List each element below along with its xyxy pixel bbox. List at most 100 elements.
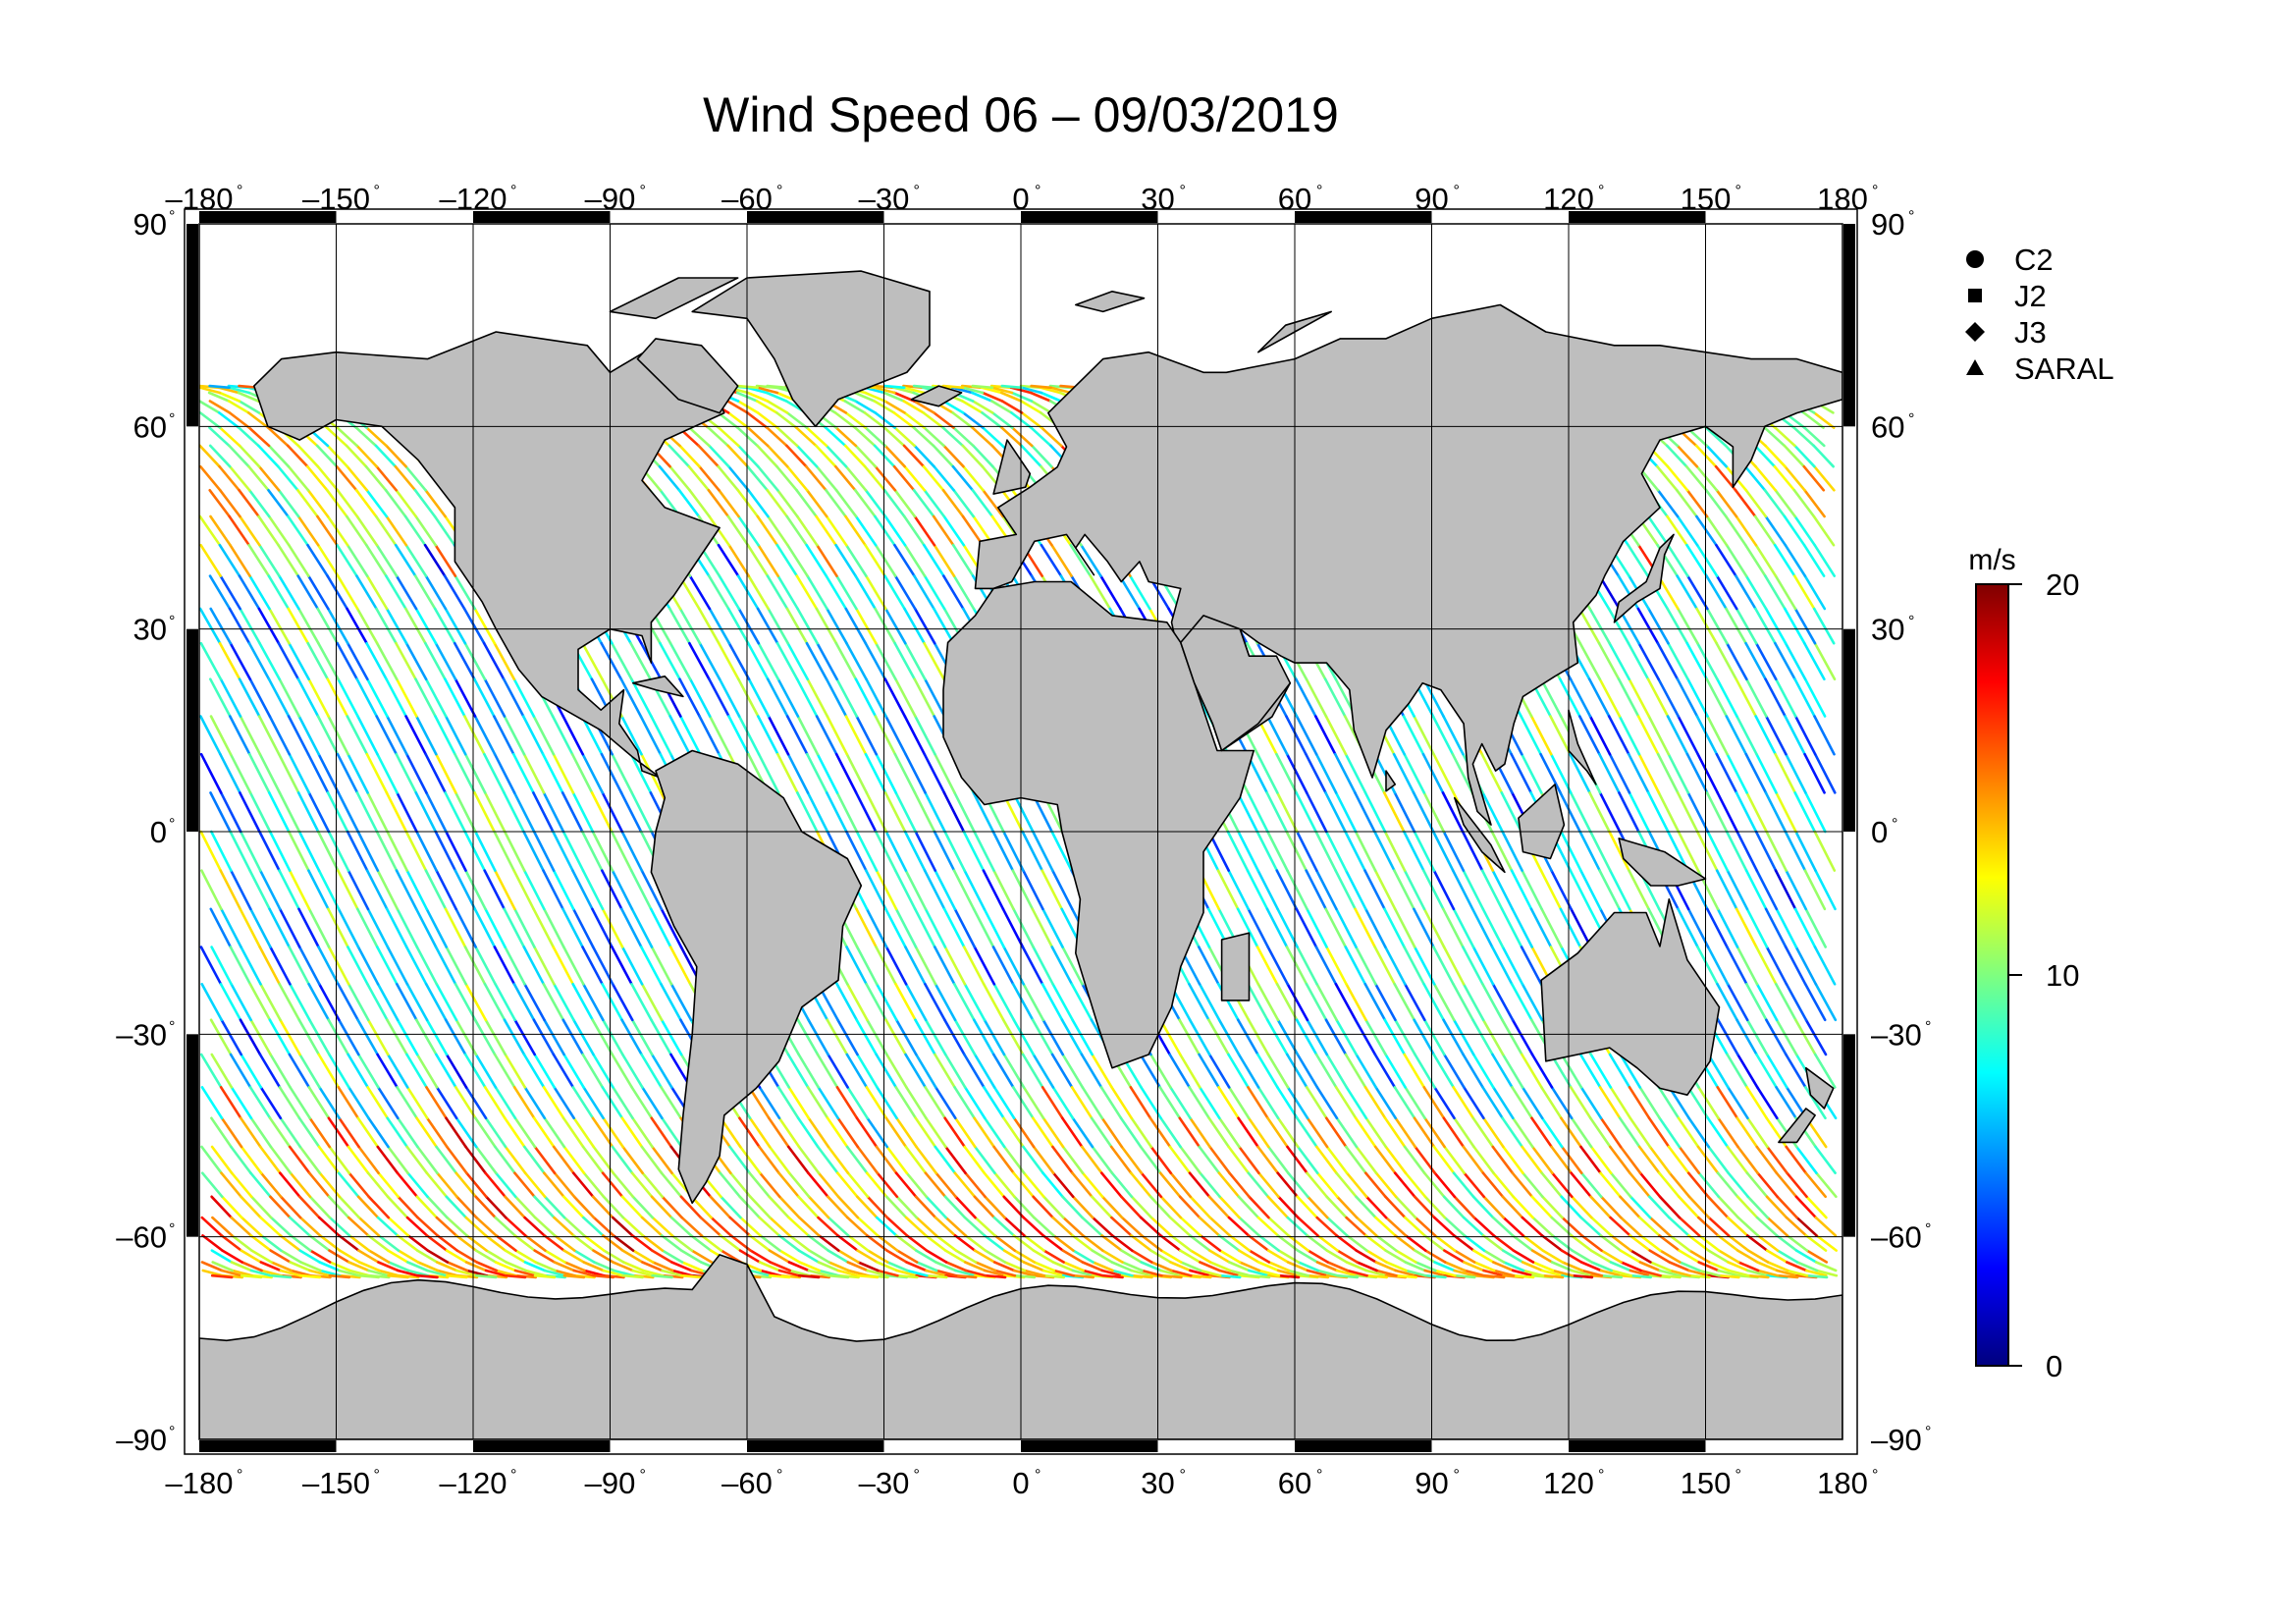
track-segment <box>660 1171 683 1199</box>
track-segment <box>199 1053 223 1089</box>
track-segment <box>984 1195 1006 1219</box>
track-segment <box>679 1249 703 1264</box>
track-segment <box>1168 1216 1192 1237</box>
track-segment <box>1636 715 1660 756</box>
track-segment <box>1218 1195 1241 1219</box>
track-segment <box>502 677 525 718</box>
track-segment <box>1323 677 1347 718</box>
track-segment <box>1413 1116 1436 1149</box>
track-segment <box>1744 869 1768 911</box>
track-segment <box>1560 830 1582 872</box>
track-segment <box>776 677 800 718</box>
track-segment <box>923 574 946 611</box>
track-segment <box>1247 1116 1270 1149</box>
lat-tick-label-left: 0 <box>150 815 167 849</box>
track-segment <box>347 982 370 1022</box>
track-segment <box>1755 946 1778 986</box>
track-segment <box>1189 1234 1211 1252</box>
track-segment <box>1756 1234 1780 1252</box>
track-segment <box>209 715 233 756</box>
track-segment <box>954 1269 977 1277</box>
track-segment <box>1295 791 1317 834</box>
track-segment <box>1433 1216 1456 1237</box>
degree-mark: ° <box>1180 1467 1186 1484</box>
track-segment <box>258 869 282 911</box>
degree-mark: ° <box>169 1221 175 1238</box>
track-segment <box>1590 1216 1613 1237</box>
track-segment <box>1118 574 1141 611</box>
track-segment <box>415 1053 439 1089</box>
track-segment <box>1491 1145 1515 1174</box>
landmass-baffin <box>636 338 739 414</box>
track-segment <box>1247 1086 1269 1120</box>
track-segment <box>229 641 252 681</box>
track-segment <box>306 752 330 794</box>
track-segment <box>1726 752 1748 794</box>
track-segment <box>1539 677 1563 718</box>
track-segment <box>365 869 389 911</box>
track-segment <box>953 1116 977 1149</box>
frame-band-bottom <box>1021 1440 1158 1452</box>
track-segment <box>1179 1216 1202 1237</box>
track-segment <box>796 607 819 645</box>
track-segment <box>433 607 456 645</box>
track-segment <box>473 791 496 834</box>
track-segment <box>513 1171 536 1199</box>
track-segment <box>1296 1145 1319 1174</box>
track-segment <box>1667 752 1690 794</box>
track-segment <box>1578 1053 1602 1089</box>
track-segment <box>924 1171 947 1199</box>
track-segment <box>220 1269 243 1277</box>
track-segment <box>424 488 447 518</box>
track-segment <box>1148 1116 1172 1149</box>
track-segment <box>983 1234 1006 1252</box>
track-segment <box>495 1269 518 1277</box>
track-segment <box>707 574 730 611</box>
track-segment <box>1061 1195 1084 1219</box>
track-segment <box>611 869 634 911</box>
track-segment <box>756 715 779 756</box>
track-segment <box>972 444 994 468</box>
track-segment <box>874 607 897 645</box>
track-segment <box>522 830 545 872</box>
track-segment <box>1754 715 1777 756</box>
track-segment <box>758 1086 781 1120</box>
track-segment <box>553 1261 576 1272</box>
track-segment <box>797 1195 820 1219</box>
legend-label: J2 <box>2014 279 2047 313</box>
track-segment <box>1255 830 1279 872</box>
track-segment <box>387 1273 409 1279</box>
track-segment <box>1432 982 1456 1022</box>
track-segment <box>690 1249 714 1264</box>
track-segment <box>1403 946 1425 986</box>
lon-tick-label: 180 <box>1817 182 1868 216</box>
track-segment <box>298 1273 322 1279</box>
track-segment <box>883 791 907 834</box>
track-segment <box>258 946 282 986</box>
track-segment <box>483 677 507 718</box>
track-segment <box>915 1261 938 1272</box>
track-segment <box>961 514 985 547</box>
track-segment <box>882 426 906 448</box>
landmass-madagascar <box>1220 932 1251 1001</box>
track-segment <box>1579 869 1602 911</box>
track-segment <box>356 1116 380 1149</box>
track-segment <box>553 1234 576 1252</box>
track-segment <box>581 1145 605 1174</box>
lat-tick-label-right: 30 <box>1871 613 1904 647</box>
track-segment <box>259 1234 283 1252</box>
track-segment <box>1365 1273 1388 1279</box>
track-segment <box>493 830 515 872</box>
track-segment <box>767 1116 790 1149</box>
track-segment <box>1735 514 1758 547</box>
track-segment <box>1158 1086 1182 1120</box>
track-segment <box>736 400 760 414</box>
track-segment <box>385 791 408 834</box>
track-segment <box>875 1145 898 1174</box>
track-segment <box>1704 426 1728 448</box>
track-segment <box>199 386 222 395</box>
track-segment <box>747 574 771 611</box>
lon-tick-label: 150 <box>1681 1466 1732 1500</box>
track-segment <box>1178 1195 1201 1219</box>
